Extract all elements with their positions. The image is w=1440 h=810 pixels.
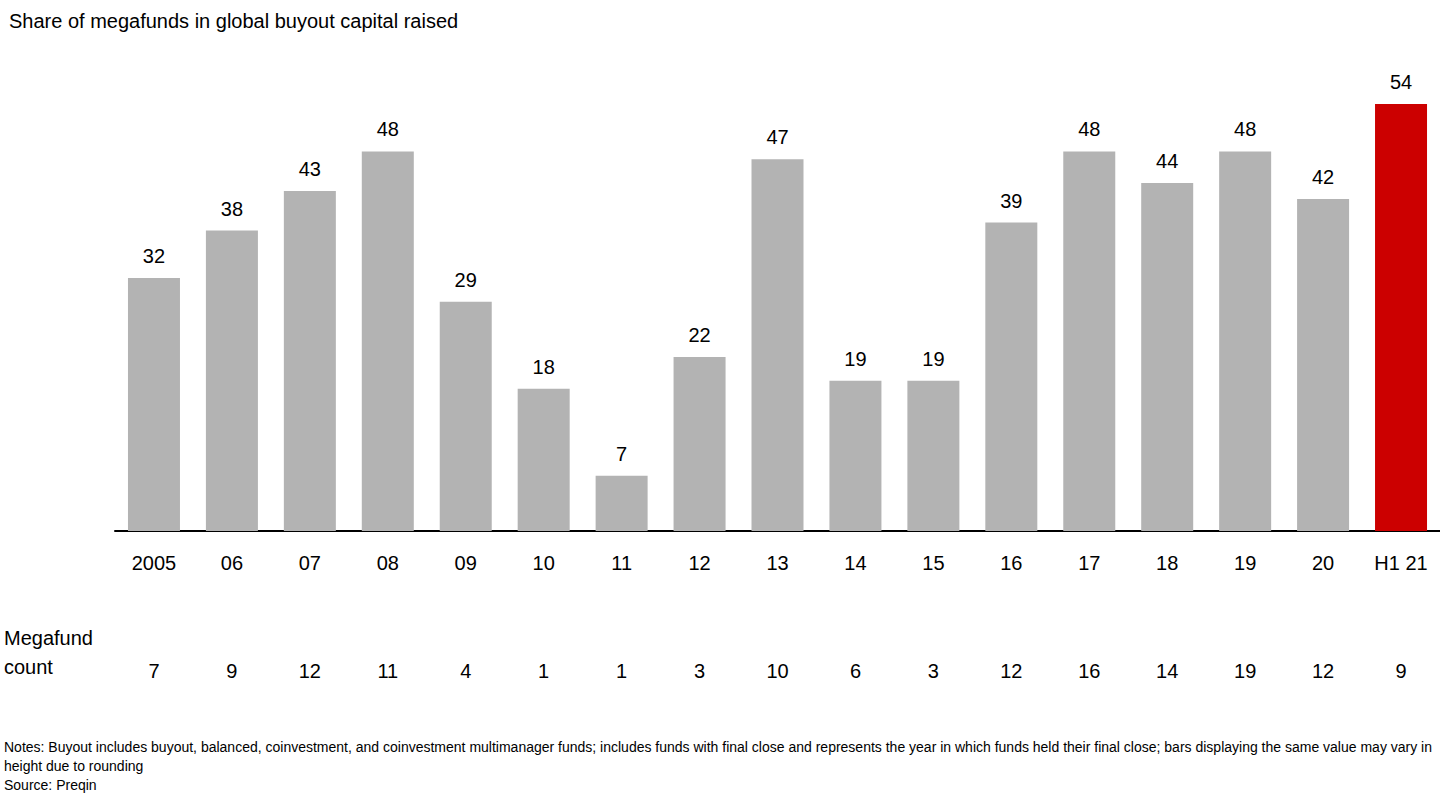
svg-text:3: 3 — [694, 660, 705, 682]
svg-text:19: 19 — [922, 348, 944, 370]
svg-text:12: 12 — [1312, 660, 1334, 682]
svg-text:11: 11 — [377, 660, 398, 682]
svg-text:54: 54 — [1390, 71, 1412, 93]
svg-text:12: 12 — [299, 660, 321, 682]
svg-text:09: 09 — [455, 552, 477, 574]
html-text:Source: Preqin: Source: Preqin — [4, 777, 97, 793]
svg-text:14: 14 — [844, 552, 866, 574]
svg-text:10: 10 — [766, 660, 788, 682]
svg-text:16: 16 — [1000, 552, 1022, 574]
svg-text:10: 10 — [533, 552, 555, 574]
svg-text:H1 21: H1 21 — [1374, 552, 1427, 574]
svg-text:15: 15 — [922, 552, 944, 574]
svg-text:29: 29 — [455, 269, 477, 291]
svg-text:19: 19 — [844, 348, 866, 370]
svg-text:13: 13 — [766, 552, 788, 574]
svg-text:42: 42 — [1312, 166, 1334, 188]
svg-text:12: 12 — [688, 552, 710, 574]
svg-text:1: 1 — [616, 660, 627, 682]
svg-text:07: 07 — [299, 552, 321, 574]
svg-text:19: 19 — [1234, 552, 1256, 574]
svg-text:08: 08 — [377, 552, 399, 574]
svg-text:32: 32 — [143, 245, 165, 267]
svg-text:11: 11 — [611, 552, 632, 574]
svg-text:9: 9 — [1395, 660, 1406, 682]
svg-text:16: 16 — [1078, 660, 1100, 682]
svg-text:48: 48 — [1234, 118, 1256, 140]
svg-text:22: 22 — [688, 324, 710, 346]
svg-text:38: 38 — [221, 198, 243, 220]
svg-text:4: 4 — [460, 660, 471, 682]
html-text:Megafund count: Megafund count — [4, 627, 93, 678]
svg-text:44: 44 — [1156, 150, 1178, 172]
html-text:Notes: Buyout includes buyout,: Notes: Buyout includes buyout, balanced,… — [4, 739, 1432, 774]
svg-text:48: 48 — [377, 118, 399, 140]
svg-text:18: 18 — [1156, 552, 1178, 574]
svg-text:20: 20 — [1312, 552, 1334, 574]
svg-text:12: 12 — [1000, 660, 1022, 682]
svg-text:17: 17 — [1078, 552, 1100, 574]
svg-text:48: 48 — [1078, 118, 1100, 140]
svg-text:14: 14 — [1156, 660, 1178, 682]
svg-text:2005: 2005 — [132, 552, 177, 574]
svg-text:19: 19 — [1234, 660, 1256, 682]
svg-text:3: 3 — [928, 660, 939, 682]
svg-text:7: 7 — [616, 443, 627, 465]
svg-text:39: 39 — [1000, 190, 1022, 212]
svg-text:7: 7 — [148, 660, 159, 682]
svg-text:6: 6 — [850, 660, 861, 682]
svg-text:1: 1 — [538, 660, 549, 682]
svg-text:43: 43 — [299, 158, 321, 180]
svg-text:Share of megafunds in global b: Share of megafunds in global buyout capi… — [9, 10, 458, 32]
svg-text:06: 06 — [221, 552, 243, 574]
svg-text:47: 47 — [766, 126, 788, 148]
svg-text:18: 18 — [533, 356, 555, 378]
svg-text:9: 9 — [226, 660, 237, 682]
